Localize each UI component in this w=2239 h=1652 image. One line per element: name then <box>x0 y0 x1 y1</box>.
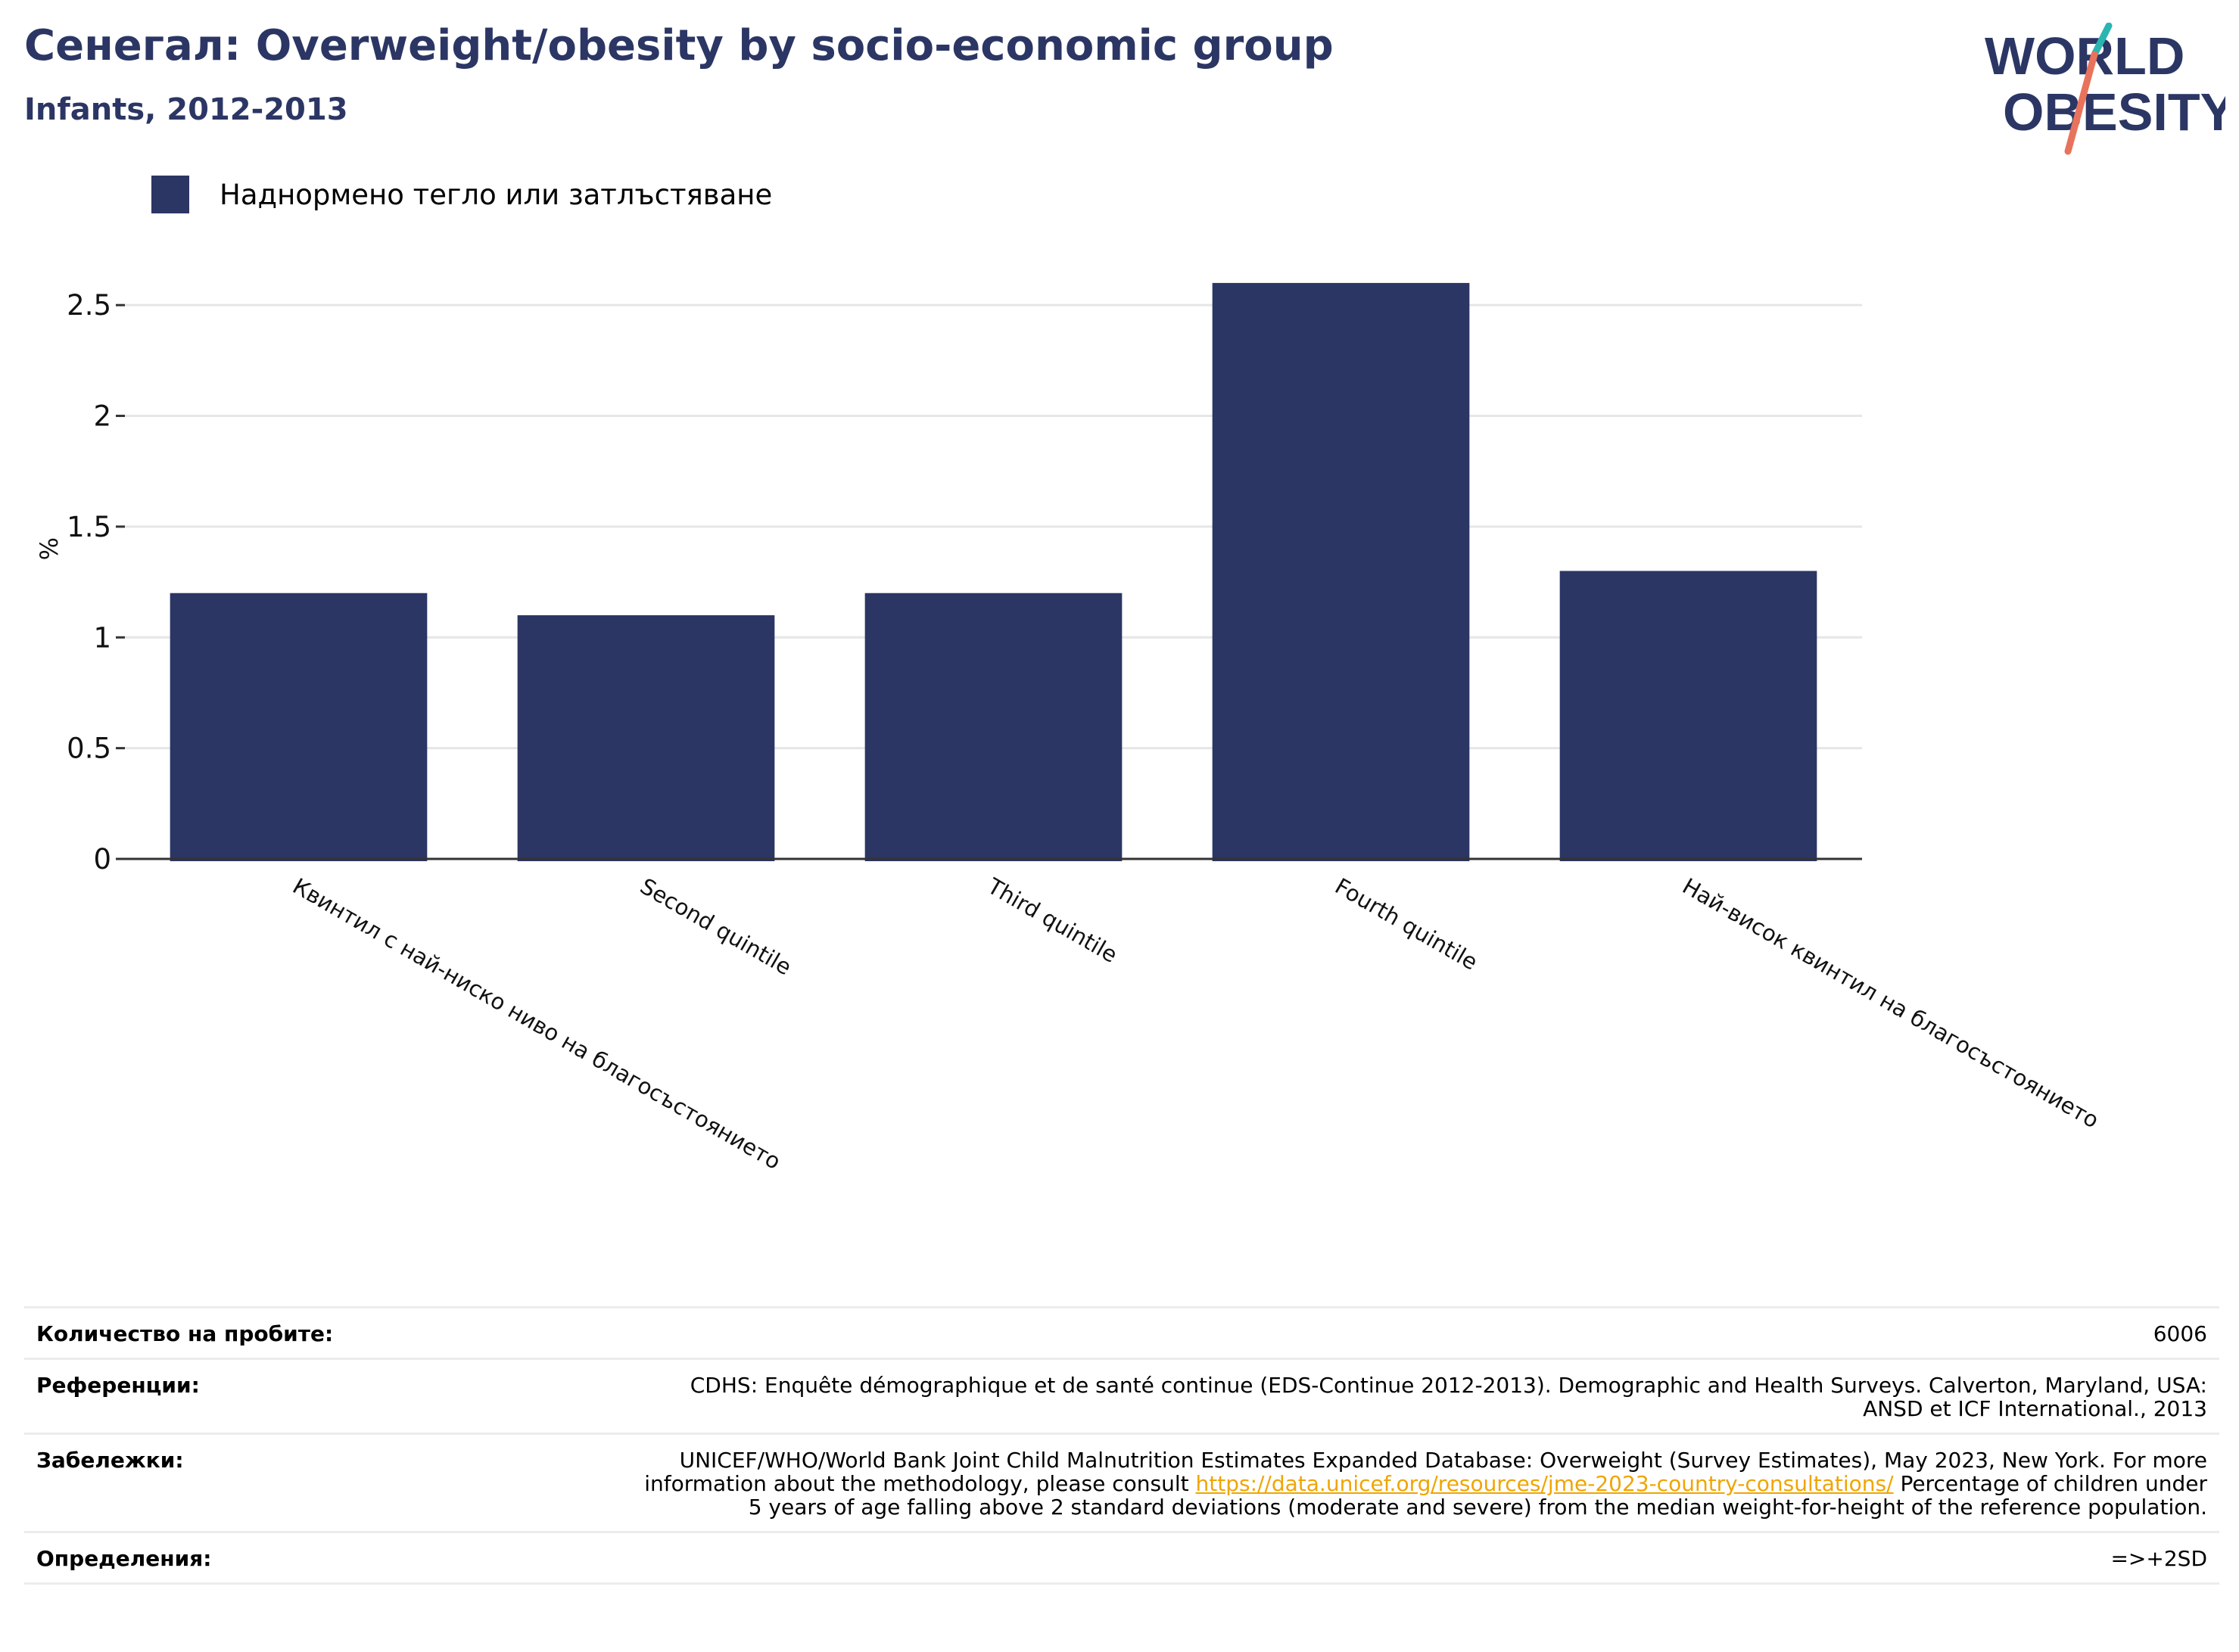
references-value: CDHS: Enquête démographique et de santé … <box>690 1373 2207 1421</box>
y-tick-label: 1.5 <box>67 511 111 543</box>
world-obesity-logo: WORLD OBESITY <box>1985 23 2225 155</box>
y-tick-label: 2.5 <box>67 289 111 322</box>
logo-line-1: WORLD <box>1985 26 2185 86</box>
bar[interactable] <box>1212 282 1470 862</box>
info-row-references: Референции: CDHS: Enquête démographique … <box>24 1358 2219 1433</box>
definitions-label: Определения: <box>36 1546 212 1571</box>
definitions-value: =>+2SD <box>2110 1546 2207 1571</box>
bar-chart: 00.511.522.5%Квинтил с най-ниско ниво на… <box>35 282 2104 1174</box>
notes-text-before: UNICEF/WHO/World Bank Joint Child Malnut… <box>644 1448 2207 1496</box>
legend-swatch <box>151 176 189 213</box>
x-category-label: Най-висок квинтил на благосъстоянието <box>1678 873 2104 1134</box>
x-category-label: Third quintile <box>982 873 1122 968</box>
chart-title: Сенегал: Overweight/obesity by socio-eco… <box>24 21 1334 70</box>
logo-line-2: OBESITY <box>2003 82 2225 142</box>
x-category-label: Fourth quintile <box>1331 873 1482 975</box>
notes-label: Забележки: <box>36 1448 184 1473</box>
sample-size-label: Количество на пробите: <box>36 1321 334 1346</box>
y-axis-label: % <box>35 537 64 560</box>
x-category-label: Second quintile <box>636 873 796 981</box>
y-tick-label: 1 <box>93 621 111 654</box>
notes-value: UNICEF/WHO/World Bank Joint Child Malnut… <box>633 1448 2207 1519</box>
references-label: Референции: <box>36 1373 200 1398</box>
notes-text-after: Percentage of children under 5 years of … <box>748 1471 2207 1520</box>
bar[interactable] <box>517 615 775 861</box>
bar[interactable] <box>170 593 428 861</box>
legend: Наднормено тегло или затлъстяване <box>151 176 772 213</box>
y-tick-label: 0 <box>93 843 111 876</box>
y-tick-label: 0.5 <box>67 733 111 765</box>
info-row-sample-size: Количество на пробите: 6006 <box>24 1306 2219 1358</box>
logo-slash-teal <box>2091 23 2113 58</box>
logo-slash-coral <box>2064 51 2098 155</box>
chart-subtitle: Infants, 2012-2013 <box>24 92 348 127</box>
info-table: Количество на пробите: 6006 Референции: … <box>24 1306 2219 1585</box>
bar[interactable] <box>1559 571 1817 861</box>
bar[interactable] <box>864 593 1123 861</box>
y-tick-label: 2 <box>93 400 111 433</box>
legend-label[interactable]: Наднормено тегло или затлъстяване <box>220 178 773 211</box>
info-row-notes: Забележки: UNICEF/WHO/World Bank Joint C… <box>24 1433 2219 1531</box>
sample-size-value: 6006 <box>2153 1321 2207 1346</box>
info-row-definitions: Определения: =>+2SD <box>24 1531 2219 1585</box>
methodology-link[interactable]: https://data.unicef.org/resources/jme-20… <box>1195 1471 1894 1496</box>
